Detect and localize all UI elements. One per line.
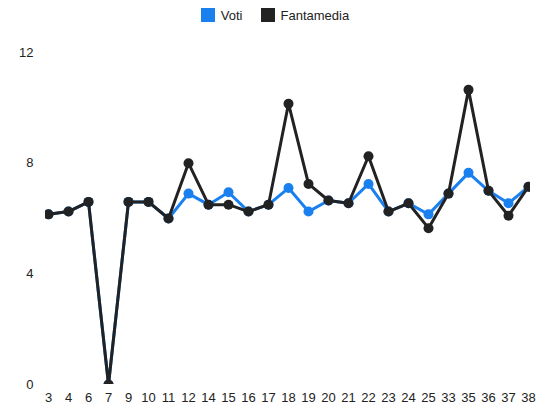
svg-text:36: 36 (481, 390, 495, 405)
svg-text:33: 33 (441, 390, 455, 405)
svg-text:14: 14 (201, 390, 215, 405)
svg-text:6: 6 (85, 390, 92, 405)
svg-text:8: 8 (26, 155, 33, 170)
svg-text:9: 9 (125, 390, 132, 405)
html-text:Voti: Voti (220, 7, 243, 23)
svg-text:4: 4 (26, 266, 33, 281)
svg-text:15: 15 (221, 390, 235, 405)
svg-text:38: 38 (521, 390, 535, 405)
svg-text:3: 3 (45, 390, 52, 405)
svg-text:23: 23 (381, 390, 395, 405)
svg-text:35: 35 (461, 390, 475, 405)
svg-text:4: 4 (65, 390, 72, 405)
svg-text:0: 0 (26, 377, 33, 392)
svg-text:12: 12 (181, 390, 195, 405)
svg-text:10: 10 (141, 390, 155, 405)
svg-text:21: 21 (341, 390, 355, 405)
svg-text:20: 20 (321, 390, 335, 405)
svg-text:18: 18 (281, 390, 295, 405)
svg-text:37: 37 (501, 390, 515, 405)
svg-text:24: 24 (401, 390, 415, 405)
svg-text:12: 12 (19, 45, 33, 60)
svg-text:19: 19 (301, 390, 315, 405)
svg-text:25: 25 (421, 390, 435, 405)
svg-text:7: 7 (105, 390, 112, 405)
svg-text:17: 17 (261, 390, 275, 405)
svg-text:11: 11 (162, 390, 176, 405)
svg-text:16: 16 (241, 390, 255, 405)
svg-text:22: 22 (361, 390, 375, 405)
html-text:Fantamedia: Fantamedia (280, 7, 350, 23)
